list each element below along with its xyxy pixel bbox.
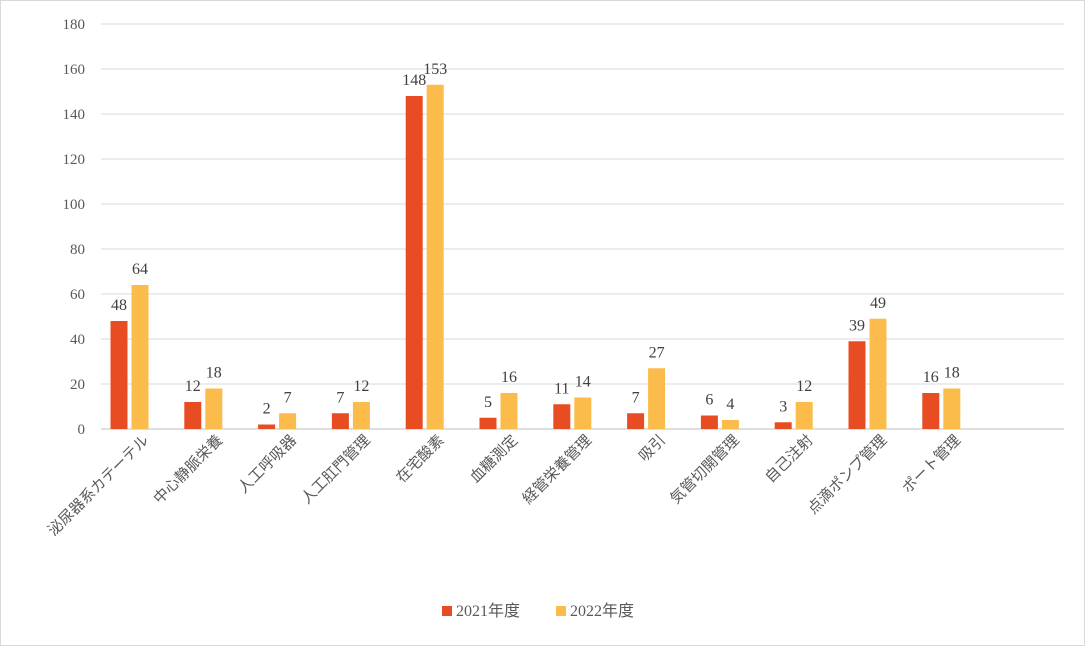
bar-series1 xyxy=(700,415,718,429)
legend-swatch xyxy=(556,606,566,616)
y-tick-label: 20 xyxy=(70,377,85,393)
x-tick-label: 在宅酸素 xyxy=(392,431,447,486)
y-tick-label: 180 xyxy=(63,17,86,33)
data-label: 7 xyxy=(336,389,344,406)
y-tick-label: 60 xyxy=(70,287,85,303)
y-tick-label: 160 xyxy=(63,62,86,78)
data-label: 7 xyxy=(284,389,292,406)
bar-series2 xyxy=(869,318,887,429)
data-label: 12 xyxy=(185,378,201,395)
bar-series2 xyxy=(131,285,149,429)
bar-series1 xyxy=(331,413,349,429)
bar-series2 xyxy=(279,413,297,429)
data-label: 27 xyxy=(649,344,665,361)
y-tick-label: 80 xyxy=(70,242,85,258)
y-tick-label: 100 xyxy=(63,197,86,213)
y-tick-label: 140 xyxy=(63,107,86,123)
x-tick-label: ポート管理 xyxy=(898,431,964,497)
y-tick-label: 120 xyxy=(63,152,86,168)
data-label: 148 xyxy=(402,72,426,89)
bar-series2 xyxy=(648,368,666,429)
x-tick-label: 自己注射 xyxy=(761,431,816,486)
legend-swatch xyxy=(442,606,452,616)
data-label: 49 xyxy=(870,295,886,312)
x-tick-label: 吸引 xyxy=(635,431,669,465)
x-tick-label: 人工肛門管理 xyxy=(297,431,373,507)
x-tick-label: 泌尿器系カテーテル xyxy=(44,431,152,539)
bar-series2 xyxy=(426,84,444,429)
data-label: 64 xyxy=(132,261,148,278)
bars xyxy=(110,84,961,429)
data-label: 48 xyxy=(111,297,127,314)
bar-series1 xyxy=(405,96,423,429)
y-axis: 0 20 40 60 80 100 120 140 160 180 xyxy=(63,17,86,438)
x-tick-label: 気管切開管理 xyxy=(666,431,742,507)
data-label: 18 xyxy=(944,365,960,382)
data-label: 2 xyxy=(263,401,271,418)
x-tick-label: 点滴ポンプ管理 xyxy=(804,431,891,518)
x-tick-label: 人工呼吸器 xyxy=(234,431,300,497)
bar-series2 xyxy=(795,402,813,429)
data-label: 18 xyxy=(206,365,222,382)
data-label: 3 xyxy=(779,398,787,415)
data-label: 7 xyxy=(632,389,640,406)
data-label: 6 xyxy=(705,392,713,409)
data-label: 12 xyxy=(796,378,812,395)
data-label: 39 xyxy=(849,317,865,334)
bar-series2 xyxy=(205,388,223,429)
legend-label: 2022年度 xyxy=(570,602,634,620)
bar-series1 xyxy=(258,424,276,429)
bar-series2 xyxy=(721,420,739,429)
bar-series2 xyxy=(574,397,592,429)
x-tick-label: 経管栄養管理 xyxy=(519,431,595,507)
bar-series1 xyxy=(627,413,645,429)
data-label: 12 xyxy=(353,378,369,395)
bar-series1 xyxy=(922,393,940,429)
gridlines xyxy=(101,23,1064,430)
bar-series1 xyxy=(553,404,571,429)
bar-series1 xyxy=(479,417,497,429)
bar-series1 xyxy=(774,422,792,429)
bar-series2 xyxy=(943,388,961,429)
data-label: 5 xyxy=(484,394,492,411)
bar-series1 xyxy=(184,402,202,429)
y-tick-label: 0 xyxy=(78,422,86,438)
legend: 2021年度 2022年度 xyxy=(442,602,634,620)
bar-series2 xyxy=(500,393,518,429)
bar-series1 xyxy=(848,341,866,429)
bar-series1 xyxy=(110,321,128,429)
x-tick-label: 中心静脈栄養 xyxy=(150,431,226,507)
data-label: 16 xyxy=(923,369,939,386)
bar-series2 xyxy=(352,402,370,429)
data-label: 4 xyxy=(726,396,734,413)
data-label: 16 xyxy=(501,369,517,386)
legend-label: 2021年度 xyxy=(456,602,520,620)
data-label: 11 xyxy=(554,380,569,397)
x-tick-label: 血糖測定 xyxy=(466,431,521,486)
data-label: 14 xyxy=(575,374,591,391)
y-tick-label: 40 xyxy=(70,332,85,348)
data-label: 153 xyxy=(423,61,447,78)
